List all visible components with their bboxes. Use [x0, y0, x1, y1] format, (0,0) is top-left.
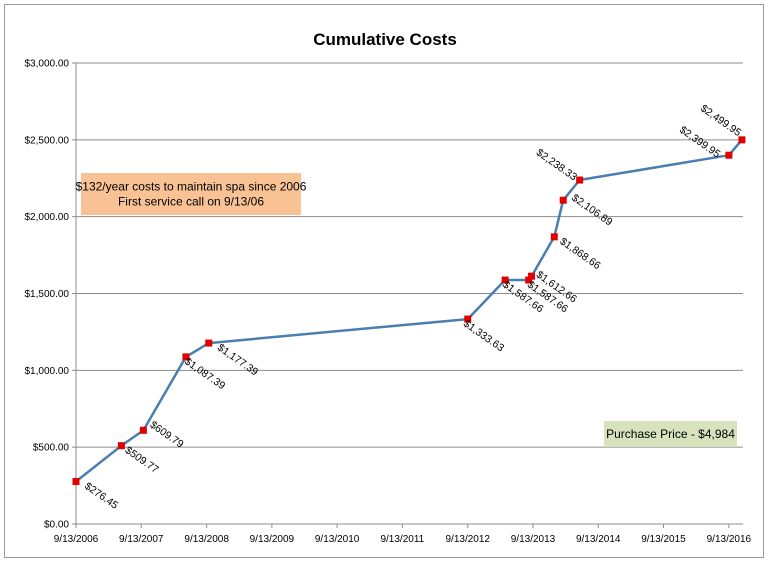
data-label: $609.79 [148, 419, 186, 451]
annotation-box [604, 421, 737, 447]
x-tick-label: 9/13/2011 [380, 534, 424, 545]
data-point-marker [576, 176, 584, 184]
cumulative-costs-chart: Cumulative Costs $0.00 $500.00 $1,000.00 $1… [25, 30, 752, 545]
data-label: $2,106.89 [569, 192, 614, 229]
x-tick-label: 9/13/2015 [641, 534, 686, 545]
chart-title: Cumulative Costs [313, 30, 457, 49]
data-label: $2,399.95 [677, 124, 722, 161]
chart-frame: Cumulative Costs $0.00 $500.00 $1,000.00 $1… [4, 4, 764, 558]
y-tick-label: $1,500.00 [25, 289, 70, 300]
data-point-marker [139, 426, 147, 434]
data-point-marker [550, 233, 558, 241]
data-label: $2,499.95 [698, 102, 743, 139]
x-tick-label: 9/13/2009 [250, 534, 295, 545]
data-label: $509.77 [123, 444, 161, 476]
y-tick-label: $500.00 [33, 443, 70, 454]
data-point-marker [525, 276, 533, 284]
data-label: $1,333.63 [461, 318, 506, 355]
data-point-marker [205, 339, 213, 347]
data-point-marker [725, 151, 733, 159]
annotation-text: First service call on 9/13/06 [118, 195, 264, 209]
data-point-marker [117, 442, 125, 450]
x-tick-label: 9/13/2013 [511, 534, 556, 545]
y-tick-label: $3,000.00 [25, 59, 70, 70]
data-label: $1,868.66 [558, 235, 603, 272]
annotation-text: Purchase Price - $4,984 [606, 427, 735, 441]
x-tick-label: 9/13/2016 [707, 534, 752, 545]
y-tick-label: $1,000.00 [25, 366, 70, 377]
data-label: $1,087.39 [182, 356, 227, 393]
x-tick-label: 9/13/2006 [54, 534, 99, 545]
annotation-box [81, 173, 301, 215]
y-tick-label: $2,000.00 [25, 212, 70, 223]
data-label: $276.45 [82, 480, 120, 512]
x-tick-label: 9/13/2007 [119, 534, 164, 545]
y-tick-label: $2,500.00 [25, 135, 70, 146]
data-label: $1,177.39 [215, 342, 260, 379]
y-tick-label: $0.00 [44, 520, 69, 531]
x-tick-label: 9/13/2008 [184, 534, 229, 545]
annotation-text: $132/year costs to maintain spa since 20… [76, 180, 307, 194]
data-point-marker [501, 276, 509, 284]
data-point-marker [559, 196, 567, 204]
x-tick-label: 9/13/2010 [315, 534, 360, 545]
data-point-marker [464, 315, 472, 323]
data-point-marker [72, 478, 80, 486]
data-label: $2,238.33 [534, 147, 579, 184]
x-tick-label: 9/13/2012 [446, 534, 491, 545]
data-point-marker [528, 272, 536, 280]
data-point-marker [182, 353, 190, 361]
data-point-marker [738, 136, 746, 144]
x-tick-label: 9/13/2014 [576, 534, 621, 545]
